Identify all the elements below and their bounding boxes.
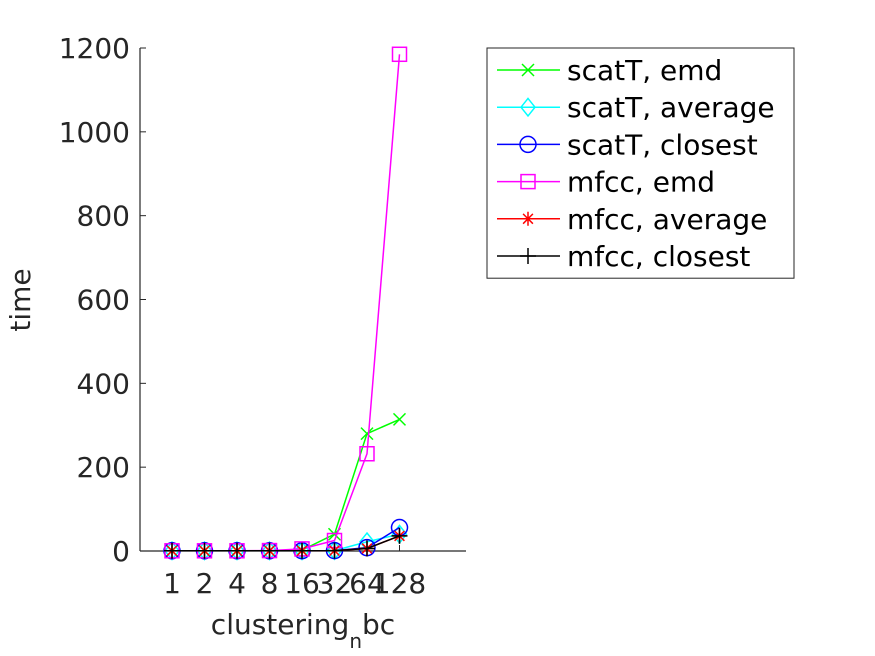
data-point-plus-marker [294, 542, 310, 559]
y-tick-label: 1200 [59, 32, 130, 65]
x-axis-label: clusteringnbc [211, 608, 395, 653]
data-point-plus-marker [326, 542, 343, 559]
legend-box [486, 47, 795, 279]
data-point-square-marker [391, 46, 408, 63]
x-axis-label-main: clustering [211, 608, 350, 641]
x-tick-label: 1 [163, 567, 181, 600]
data-point-asterisk-marker [521, 211, 535, 226]
series-group [163, 46, 409, 561]
y-tick-label: 200 [77, 451, 130, 484]
legend-label: scatT, average [567, 91, 775, 124]
data-point-plus-marker [391, 527, 408, 544]
x-tick-label: 32 [317, 567, 353, 600]
data-point-diamond-marker [520, 97, 536, 118]
data-point-x-marker [360, 427, 374, 441]
data-point-plus-marker [196, 542, 213, 559]
data-point-square-marker [520, 173, 536, 190]
x-tick-label: 128 [373, 567, 426, 600]
legend-entry: mfcc, emd [497, 166, 715, 199]
legend-label: mfcc, average [567, 203, 767, 236]
axes [139, 48, 466, 552]
x-tick-label: 64 [349, 567, 385, 600]
y-tick-label: 600 [77, 284, 130, 317]
legend-label: scatT, emd [567, 54, 722, 87]
x-tick-label: 2 [196, 567, 214, 600]
y-axis-label: time [4, 268, 37, 331]
x-tick-label: 8 [261, 567, 279, 600]
series-line [172, 54, 401, 552]
legend-entry: scatT, average [497, 91, 775, 124]
legend-label: scatT, closest [567, 128, 758, 161]
legend-label: mfcc, closest [567, 240, 750, 273]
legend-label: mfcc, emd [567, 166, 715, 199]
series-line [172, 418, 400, 552]
y-tick-label: 800 [77, 200, 130, 233]
data-point-plus-marker [359, 540, 375, 557]
legend-entry: mfcc, closest [497, 240, 750, 273]
data-point-x-marker [521, 63, 535, 77]
data-point-x-marker [392, 412, 407, 426]
series-mfcc-emd [164, 46, 408, 559]
y-ticks: 0 200 400 600 800 1000 1200 [59, 32, 146, 568]
data-point-plus-marker [261, 542, 278, 559]
data-point-plus-marker [229, 542, 245, 559]
x-tick-label: 16 [284, 567, 320, 600]
y-tick-label: 0 [112, 535, 130, 568]
data-point-plus-marker [520, 248, 536, 264]
data-point-circle-marker [519, 135, 537, 154]
y-tick-label: 1000 [59, 116, 130, 149]
legend: scatT, emd scatT, average scatT, closest mf… [486, 47, 795, 279]
data-point-square-marker [359, 446, 375, 462]
legend-entry: scatT, closest [497, 128, 758, 161]
y-tick-label: 400 [77, 367, 130, 400]
x-axis-label-subscript: n [349, 629, 362, 653]
series-mfcc-closest [164, 527, 408, 559]
legend-entry: scatT, emd [497, 54, 722, 87]
data-point-plus-marker [164, 542, 180, 559]
legend-entry: mfcc, average [497, 203, 767, 236]
x-axis-label-suffix: bc [362, 608, 395, 641]
x-tick-label: 4 [228, 567, 246, 600]
